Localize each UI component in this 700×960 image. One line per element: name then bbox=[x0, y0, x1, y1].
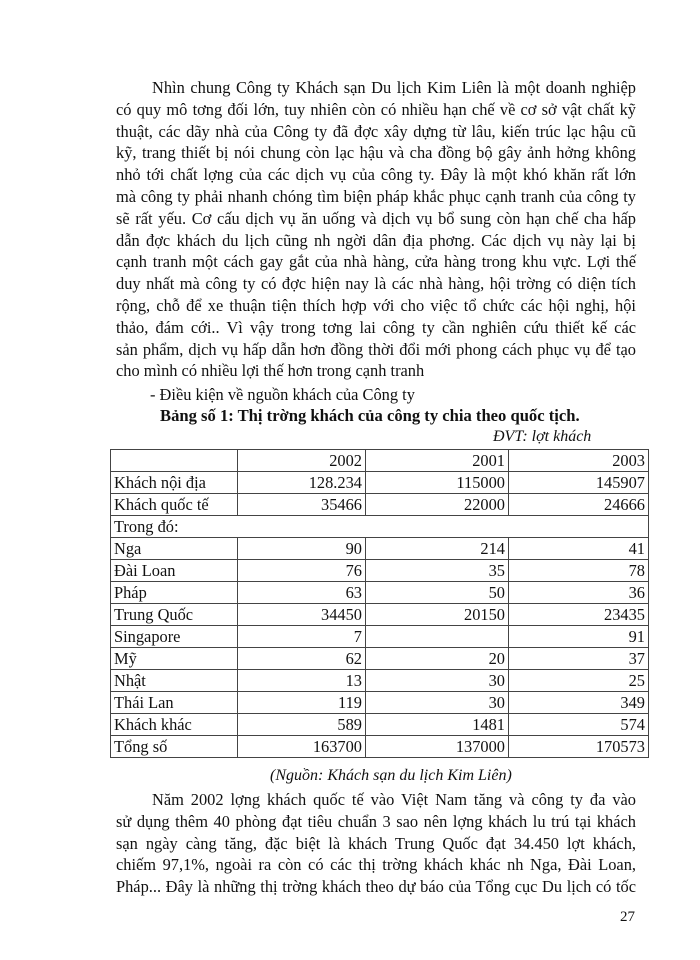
table-cell: 76 bbox=[237, 559, 366, 582]
text-line: sẽ rất yếu. Cơ cấu dịch vụ ăn uống và dị… bbox=[116, 208, 636, 228]
table-cell: 163700 bbox=[237, 735, 366, 758]
table-cell: Thái Lan bbox=[110, 691, 238, 714]
table-cell: 7 bbox=[237, 625, 366, 648]
text-line: Năm 2002 lợng khách quốc tế vào Việt Nam… bbox=[152, 790, 636, 809]
table-row: Khách nội địa 128.234 115000 145907 bbox=[110, 471, 649, 494]
text-line: rộng, chỗ để xe thuận tiện thích hợp với… bbox=[116, 296, 636, 315]
table-cell: Khách nội địa bbox=[110, 471, 238, 494]
text-line: nhỏ tới chất lợng của các dịch vụ của cô… bbox=[116, 165, 636, 185]
table-cell: 35 bbox=[365, 559, 509, 582]
table-cell: 34450 bbox=[237, 603, 366, 626]
unit-label: ĐVT: lợt khách bbox=[493, 428, 592, 445]
table-row: Pháp 63 50 36 bbox=[110, 581, 649, 604]
table-row: Singapore 7 91 bbox=[110, 625, 649, 648]
table-cell: 24666 bbox=[508, 493, 649, 516]
page-number: 27 bbox=[620, 909, 635, 925]
table-cell: 50 bbox=[365, 581, 509, 604]
table-cell: Mỹ bbox=[110, 647, 238, 670]
table-caption: Bảng số 1: Thị trờng khách của công ty c… bbox=[160, 406, 580, 425]
table-cell: Nhật bbox=[110, 669, 238, 692]
table-cell: Đài Loan bbox=[110, 559, 238, 582]
text-line: Pháp... Đây là những thị trờng khách the… bbox=[116, 877, 636, 897]
table-row: Khách quốc tế 35466 22000 24666 bbox=[110, 493, 649, 516]
text-line: duy nhất mà công ty có đợc hiện nay là c… bbox=[116, 274, 636, 294]
table-row: Đài Loan 76 35 78 bbox=[110, 559, 649, 582]
table-row: Nga 90 214 41 bbox=[110, 537, 649, 560]
table-cell: Pháp bbox=[110, 581, 238, 604]
table-cell: Singapore bbox=[110, 625, 238, 648]
table-cell: Trung Quốc bbox=[110, 603, 238, 626]
table-cell: 574 bbox=[508, 713, 649, 736]
table-row: Khách khác 589 1481 574 bbox=[110, 713, 649, 736]
table-row: Mỹ 62 20 37 bbox=[110, 647, 649, 670]
table-cell: Nga bbox=[110, 537, 238, 560]
table-cell: 170573 bbox=[508, 735, 649, 758]
section-bullet: - Điều kiện về nguồn khách của Công ty bbox=[150, 385, 415, 404]
table-cell: 137000 bbox=[365, 735, 509, 758]
text-line: mà công ty phải nhanh chóng tìm biện phá… bbox=[116, 187, 636, 206]
table-cell: 78 bbox=[508, 559, 649, 582]
guest-market-table: 2002 2001 2003 Khách nội địa 128.234 115000 14… bbox=[110, 449, 649, 758]
table-cell: 115000 bbox=[365, 471, 509, 494]
text-line: có quy mô tơng đối lớn, tuy nhiên còn có… bbox=[116, 99, 636, 119]
table-row: Trong đó: bbox=[110, 515, 649, 538]
table-cell: 62 bbox=[237, 647, 366, 670]
table-cell: 30 bbox=[365, 669, 509, 692]
text-line: cho mình có nhiều lợi thế hơn trong cạnh… bbox=[116, 361, 425, 381]
table-row: Trung Quốc 34450 20150 23435 bbox=[110, 603, 649, 626]
text-line: sử dụng thêm 40 phòng đạt tiêu chuẩn 3 s… bbox=[116, 811, 636, 831]
table-cell: 214 bbox=[365, 537, 509, 560]
table-cell: 589 bbox=[237, 713, 366, 736]
table-cell: 349 bbox=[508, 691, 649, 714]
table-cell: 90 bbox=[237, 537, 366, 560]
text-line: sạn ngày càng tăng, đặc biệt là khách Tr… bbox=[116, 833, 636, 853]
table-cell: 37 bbox=[508, 647, 649, 670]
table-cell: 23435 bbox=[508, 603, 649, 626]
table-cell: 1481 bbox=[365, 713, 509, 736]
table-cell: 35466 bbox=[237, 493, 366, 516]
table-cell: 30 bbox=[365, 691, 509, 714]
table-cell: Khách quốc tế bbox=[110, 493, 238, 516]
table-cell: Khách khác bbox=[110, 713, 238, 736]
text-line: sản phẩm, dịch vụ hấp dẫn hơn đồng thời … bbox=[116, 339, 636, 359]
table-cell bbox=[110, 449, 238, 472]
table-cell: 25 bbox=[508, 669, 649, 692]
table-row: Tổng số 163700 137000 170573 bbox=[110, 735, 649, 758]
text-line: thuật, các dãy nhà của Công ty đã đợc xâ… bbox=[116, 121, 636, 141]
table-cell: 41 bbox=[508, 537, 649, 560]
text-line: cạnh tranh một cách gay gắt của nhà hàng… bbox=[116, 252, 636, 272]
text-line: kỹ, trang thiết bị nói chung còn lạc hậu… bbox=[116, 143, 636, 163]
table-cell: Trong đó: bbox=[110, 515, 649, 538]
table-cell: 2003 bbox=[508, 449, 649, 472]
table-cell: 36 bbox=[508, 581, 649, 604]
text-line: thảo, đám cới.. Vì vậy trong tơng lai cô… bbox=[116, 317, 636, 337]
table-cell: 128.234 bbox=[237, 471, 366, 494]
table-cell: 91 bbox=[508, 625, 649, 648]
table-row: Nhật 13 30 25 bbox=[110, 669, 649, 692]
text-line: dẫn đợc khách du lịch cũng nh ngời dân đ… bbox=[116, 230, 636, 250]
text-line: Nhìn chung Công ty Khách sạn Du lịch Kim… bbox=[152, 78, 636, 97]
table-cell: 13 bbox=[237, 669, 366, 692]
table-cell: 20150 bbox=[365, 603, 509, 626]
table-row: Thái Lan 119 30 349 bbox=[110, 691, 649, 714]
table-cell bbox=[365, 625, 509, 648]
table-cell: 119 bbox=[237, 691, 366, 714]
table-cell: 63 bbox=[237, 581, 366, 604]
text-line: chiếm 97,1%, ngoài ra còn có các thị trờ… bbox=[116, 855, 636, 875]
table-cell: 20 bbox=[365, 647, 509, 670]
table-cell: Tổng số bbox=[110, 735, 238, 758]
table-cell: 2002 bbox=[237, 449, 366, 472]
table-header-row: 2002 2001 2003 bbox=[110, 449, 649, 472]
table-source: (Nguồn: Khách sạn du lịch Kim Liên) bbox=[270, 767, 512, 784]
table-cell: 145907 bbox=[508, 471, 649, 494]
table-cell: 22000 bbox=[365, 493, 509, 516]
table-cell: 2001 bbox=[365, 449, 509, 472]
